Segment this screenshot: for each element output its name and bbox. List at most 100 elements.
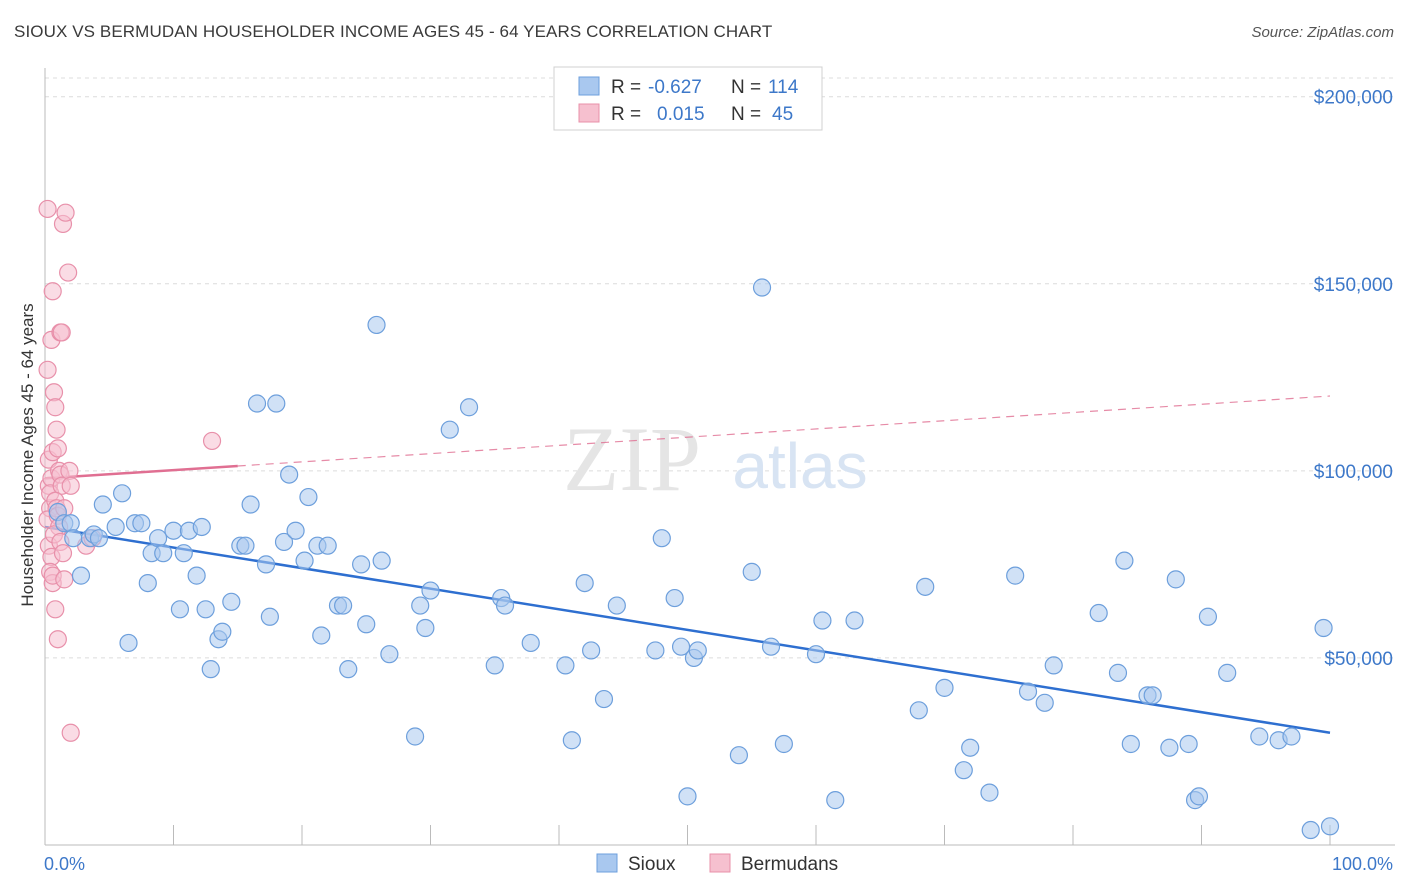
legend-n-label-2: N = xyxy=(731,104,761,125)
sioux-point-56 xyxy=(440,420,459,439)
sioux-point-85 xyxy=(916,577,935,596)
sioux-point-101 xyxy=(1166,570,1185,589)
sioux-point-58 xyxy=(485,656,504,675)
sioux-point-35 xyxy=(267,394,286,413)
sioux-point-63 xyxy=(562,731,581,750)
sioux-point-10 xyxy=(112,484,132,503)
sioux-point-105 xyxy=(1198,607,1218,626)
sioux-point-33 xyxy=(256,555,276,574)
sioux-point-107 xyxy=(1250,727,1269,746)
sioux-point-22 xyxy=(187,566,206,585)
bermudans-point-37 xyxy=(59,263,78,282)
sioux-point-51 xyxy=(380,645,399,664)
sioux-point-77 xyxy=(752,278,772,297)
y-tick-labels: $200,000 $150,000 $100,000 $50,000 xyxy=(1314,88,1393,670)
x-tick-label-end: 100.0% xyxy=(1332,854,1393,874)
bottom-legend-swatch-bermudans xyxy=(709,853,731,873)
chart-title: SIOUX VS BERMUDAN HOUSEHOLDER INCOME AGE… xyxy=(14,22,773,41)
sioux-point-31 xyxy=(241,495,260,514)
sioux-point-36 xyxy=(274,532,294,552)
bermudans-point-17 xyxy=(47,420,66,439)
bermudans-point-30 xyxy=(55,570,74,589)
sioux-point-39 xyxy=(295,551,314,570)
sioux-point-7 xyxy=(89,529,109,548)
bermudans-point-28 xyxy=(53,544,73,563)
sioux-point-40 xyxy=(299,487,318,507)
bermudans-trend-solid xyxy=(44,464,238,480)
y-tick-label-0: $200,000 xyxy=(1314,88,1393,109)
legend-r-value-2: 0.015 xyxy=(657,104,705,125)
bottom-legend-swatch-sioux xyxy=(596,853,618,873)
sioux-point-90 xyxy=(1006,566,1025,585)
legend-r-label-1: R = xyxy=(611,77,641,98)
bermudans-point-36 xyxy=(56,203,75,222)
sioux-point-92 xyxy=(1035,693,1054,712)
sioux-point-11 xyxy=(119,633,138,653)
sioux-point-30 xyxy=(236,536,255,555)
sioux-point-14 xyxy=(138,573,157,593)
bermudans-point-12 xyxy=(38,360,57,379)
sioux-point-65 xyxy=(582,641,601,660)
sioux-point-20 xyxy=(174,544,193,563)
source-credit: Source: ZipAtlas.com xyxy=(1251,24,1394,41)
sioux-point-76 xyxy=(742,562,761,581)
sioux-point-61 xyxy=(521,633,540,653)
axes xyxy=(44,68,1395,846)
sioux-point-87 xyxy=(954,761,973,780)
sioux-point-67 xyxy=(607,596,626,615)
sioux-point-25 xyxy=(201,660,220,679)
sioux-point-93 xyxy=(1044,656,1063,675)
correlation-legend: R = -0.627 N = 114 R = 0.015 N = 45 xyxy=(553,66,823,131)
sioux-point-46 xyxy=(339,660,358,679)
sioux-point-74 xyxy=(688,641,707,660)
sioux-point-28 xyxy=(222,592,241,611)
sioux-point-8 xyxy=(93,495,112,514)
sioux-point-69 xyxy=(652,529,671,548)
sioux-point-94 xyxy=(1089,603,1108,623)
y-tick-label-1: $150,000 xyxy=(1314,275,1393,296)
sioux-point-48 xyxy=(357,615,376,634)
sioux-point-47 xyxy=(352,555,371,574)
sioux-point-50 xyxy=(372,551,391,570)
sioux-point-37 xyxy=(280,465,299,484)
sioux-point-42 xyxy=(312,626,331,645)
sioux-point-57 xyxy=(459,398,479,417)
sioux-point-72 xyxy=(678,787,697,806)
sioux-point-112 xyxy=(1320,817,1340,836)
sioux-point-109 xyxy=(1282,727,1301,746)
sioux-point-52 xyxy=(405,727,425,746)
series-legend: Sioux Bermudans xyxy=(596,853,838,875)
sioux-point-102 xyxy=(1179,734,1198,754)
sioux-point-32 xyxy=(247,394,267,413)
sioux-point-111 xyxy=(1314,618,1333,638)
sioux-point-19 xyxy=(170,600,190,619)
sioux-point-4 xyxy=(71,566,91,585)
bermudans-point-14 xyxy=(43,282,62,301)
sioux-point-17 xyxy=(154,544,173,563)
watermark-zip: ZIP xyxy=(563,408,701,510)
sioux-point-82 xyxy=(826,791,845,810)
bermudans-point-31 xyxy=(46,600,65,619)
sioux-point-96 xyxy=(1115,551,1134,570)
sioux-point-91 xyxy=(1018,682,1038,701)
bermudans-point-16 xyxy=(46,398,65,417)
sioux-point-60 xyxy=(495,596,515,615)
sioux-point-62 xyxy=(556,656,575,675)
bermudans-point-18 xyxy=(48,439,67,458)
sioux-point-88 xyxy=(961,738,980,757)
legend-n-label-1: N = xyxy=(731,77,761,98)
sioux-point-83 xyxy=(845,611,864,630)
bermudans-trend-dashed xyxy=(237,395,1331,467)
gridlines xyxy=(45,77,1395,659)
sioux-point-68 xyxy=(646,641,665,660)
legend-n-value-1: 114 xyxy=(768,77,799,98)
sioux-point-100 xyxy=(1160,738,1179,757)
sioux-point-81 xyxy=(813,611,832,630)
bottom-legend-sioux: Sioux xyxy=(628,854,676,875)
watermark-atlas: atlas xyxy=(732,430,867,502)
legend-swatch-bermudans xyxy=(578,103,600,123)
sioux-points xyxy=(48,278,1340,840)
sioux-point-13 xyxy=(132,514,151,533)
sioux-point-54 xyxy=(416,618,435,638)
sioux-trend-solid xyxy=(44,525,1331,734)
